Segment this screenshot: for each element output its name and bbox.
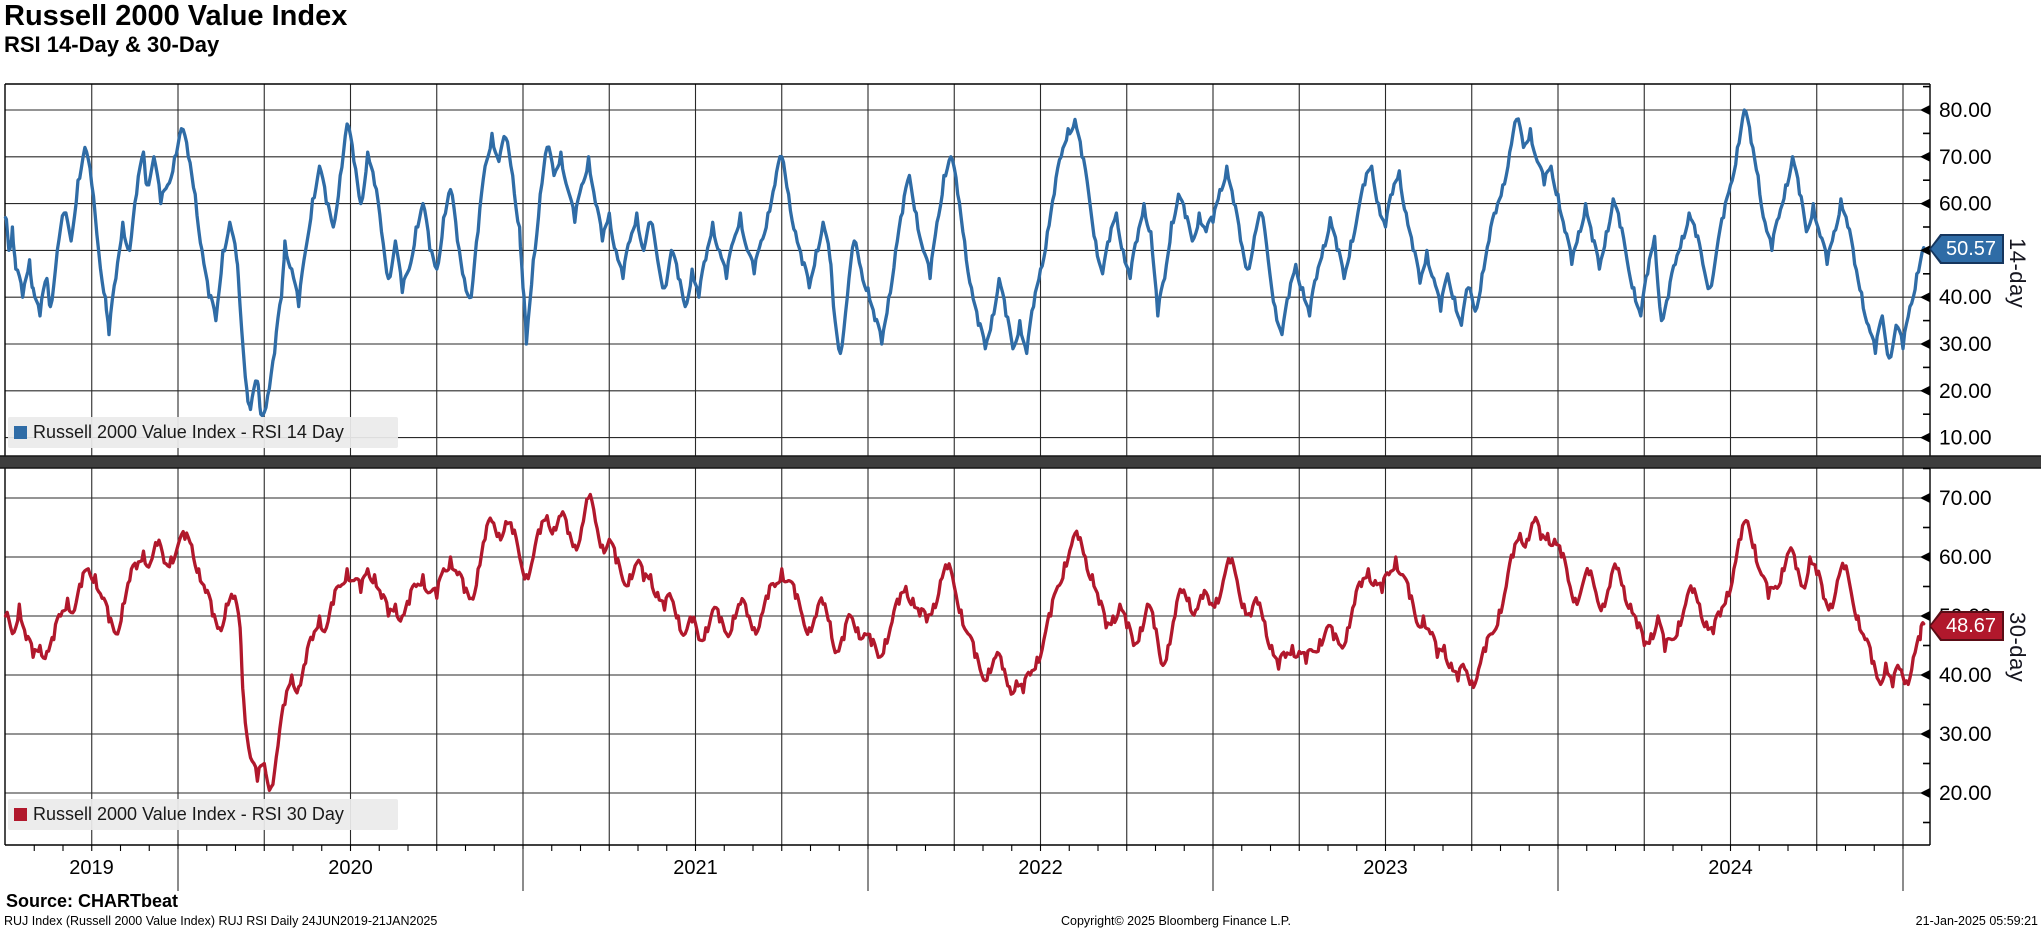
rsi14-line [3,108,1926,418]
y-tick-label: 80.00 [1939,99,1992,122]
footer-copyright: Copyright© 2025 Bloomberg Finance L.P. [1061,914,1291,928]
legend-rsi14: Russell 2000 Value Index - RSI 14 Day [8,417,398,448]
y-tick-label: 10.00 [1939,427,1992,450]
y-tick-arrow-icon [1920,788,1930,798]
x-year-label: 2024 [1708,857,1753,879]
x-year-label: 2023 [1363,857,1408,879]
y-tick-arrow-icon [1920,432,1930,443]
chart-header: Russell 2000 Value Index RSI 14-Day & 30… [4,0,347,58]
y-tick-arrow-icon [1920,198,1930,209]
y-tick-arrow-icon [1920,105,1930,115]
footer-timestamp: 21-Jan-2025 05:59:21 [1915,914,2038,928]
badge-value-rsi14: 50.57 [1931,236,2002,262]
badge-value-rsi30: 48.67 [1931,613,2002,639]
axis-title-30day: 30-day [2005,612,2030,683]
x-year-label: 2022 [1018,857,1063,879]
legend-swatch-rsi14-icon [14,426,27,439]
y-tick-label: 40.00 [1939,664,1992,687]
axis-title-14day: 14-day [2005,238,2030,309]
panel-divider [0,456,2041,468]
y-tick-label: 30.00 [1939,333,1992,356]
y-tick-arrow-icon [1920,493,1930,503]
chart-title: Russell 2000 Value Index [4,0,348,32]
y-tick-arrow-icon [1920,729,1930,739]
chart-subtitle: RSI 14-Day & 30-Day [4,32,220,57]
y-tick-arrow-icon [1920,385,1930,396]
y-tick-arrow-icon [1920,292,1930,303]
y-tick-label: 20.00 [1939,782,1992,805]
y-tick-arrow-icon [1920,151,1930,162]
x-year-label: 2020 [328,857,373,879]
last-value-badge-rsi30: 48.67 [1929,611,2004,641]
legend-swatch-rsi30-icon [14,808,27,821]
rsi30-line [3,492,1926,793]
source-label: Source: CHARTbeat [6,891,179,911]
footer-ticker-info: RUJ Index (Russell 2000 Value Index) RUJ… [4,914,438,928]
y-tick-arrow-icon [1920,670,1930,680]
y-tick-label: 30.00 [1939,723,1992,746]
x-year-label: 2019 [69,857,114,879]
y-tick-label: 20.00 [1939,380,1992,403]
y-tick-arrow-icon [1920,552,1930,562]
y-tick-label: 60.00 [1939,193,1992,216]
y-tick-label: 60.00 [1939,546,1992,569]
y-tick-arrow-icon [1920,245,1930,256]
y-tick-label: 70.00 [1939,146,1992,169]
legend-label-rsi30: Russell 2000 Value Index - RSI 30 Day [33,804,344,824]
y-tick-arrow-icon [1920,339,1930,349]
last-value-badge-rsi14: 50.57 [1929,234,2004,264]
legend-label-rsi14: Russell 2000 Value Index - RSI 14 Day [33,422,344,442]
x-year-label: 2021 [673,857,718,879]
y-tick-label: 40.00 [1939,286,1992,309]
legend-rsi30: Russell 2000 Value Index - RSI 30 Day [8,799,398,830]
y-tick-label: 70.00 [1939,487,1992,510]
y-tick-arrow-icon [1920,611,1930,621]
